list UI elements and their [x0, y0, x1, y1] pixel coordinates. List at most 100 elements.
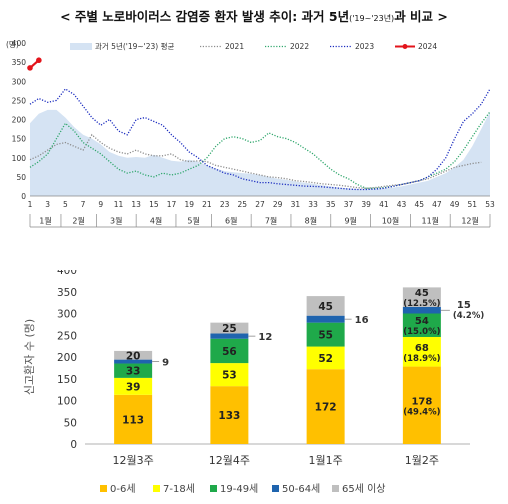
legend-swatch-7-18세: [153, 485, 160, 492]
x-tick-label: 17: [167, 200, 177, 209]
x-tick-label: 7: [81, 200, 86, 209]
data-label: 39: [126, 381, 141, 393]
data-label: 54: [415, 316, 429, 327]
data-label: 53: [222, 370, 237, 382]
x-tick-label: 35: [326, 200, 336, 209]
x-tick-label: 31: [291, 200, 301, 209]
data-label: 178: [411, 396, 432, 407]
bar-segment-50-64세: [306, 315, 345, 323]
bar-stack-1월2주: 178(49.4%) 68(18.9%) 54(15.0%) 15(4.2%) 45(1…: [402, 287, 484, 444]
bar-segment-50-64세: [402, 306, 441, 314]
month-label: 5월: [187, 216, 199, 226]
x-tick-label: 37: [344, 200, 354, 209]
y-tick-label: 50: [64, 417, 77, 429]
data-label: 45: [318, 301, 333, 313]
x-tick-label: 23: [220, 200, 230, 209]
month-label: 9월: [344, 216, 356, 226]
category-label: 12월4주: [209, 454, 250, 467]
category-label: 1월1주: [309, 454, 343, 467]
series-line-2023: [29, 88, 491, 191]
bar-segment-19-49세: [402, 313, 441, 337]
category-label: 12월3주: [113, 454, 154, 467]
data-label: 9: [162, 358, 169, 369]
series-point-2024: [27, 65, 33, 71]
legend-label: 2022: [290, 42, 309, 51]
title-end: 과 비교 >: [394, 9, 448, 24]
x-tick-label: 27: [255, 200, 265, 209]
month-label: 11월: [422, 216, 440, 226]
month-label: 6월: [225, 216, 237, 226]
line-chart-legend: 과거 5년('19~'23) 평균 2021 2022 2023 2024: [70, 41, 437, 51]
y-axis-label: 신고환자 수 (명): [23, 319, 36, 395]
bar-segment-19-49세: [114, 363, 153, 378]
x-tick-label: 13: [131, 200, 141, 209]
x-tick-label: 11: [114, 200, 124, 209]
bar-segment-50-64세: [114, 359, 153, 364]
data-label: 45: [415, 288, 429, 299]
bar-segment-0-6세: [402, 366, 441, 444]
series-area-5yr-average: [30, 109, 490, 196]
bar-stack-12월3주: 113 39 33 9 20: [114, 350, 169, 444]
legend-swatch-19-49세: [210, 485, 217, 492]
y-tick-label: 400: [12, 39, 27, 48]
bar-segment-19-49세: [306, 322, 345, 347]
title-main: < 주별 노로바이러스 감염증 환자 발생 추이: 과거 5년: [60, 9, 350, 24]
month-label: 2월: [72, 216, 84, 226]
legend-swatch-65세 이상: [332, 485, 339, 492]
legend-label: 65세 이상: [342, 483, 386, 495]
data-label: 52: [318, 353, 333, 365]
x-tick-label: 1: [28, 200, 33, 209]
age-stacked-bar-chart: 0 50 100 150 200 250 300 350 400 신고환자 수 (명) 113 39 3…: [23, 270, 484, 495]
x-tick-label: 33: [308, 200, 318, 209]
data-label: 172: [315, 402, 337, 414]
data-label: 16: [355, 315, 369, 326]
series-point-2024: [36, 57, 42, 64]
legend-label: 19-49세: [220, 483, 258, 495]
percent-label: (12.5%): [403, 299, 440, 309]
x-tick-label: 25: [238, 200, 248, 209]
percent-label: (15.0%): [403, 327, 440, 337]
month-label: 7월: [265, 216, 277, 226]
bar-stack-1월1주: 172 52 55 16 45: [306, 296, 369, 444]
legend-swatch-50-64세: [272, 485, 279, 492]
percent-label: (49.4%): [403, 407, 440, 417]
data-label: 12: [258, 332, 272, 343]
y-tick-label: 350: [12, 58, 27, 67]
y-tick-label: 200: [12, 116, 27, 125]
legend-label: 50-64세: [282, 483, 320, 495]
x-tick-label: 29: [273, 200, 283, 209]
month-label: 3월: [110, 216, 122, 226]
month-label: 4월: [150, 216, 162, 226]
bar-segment-7-18세: [402, 336, 441, 367]
bar-segment-65세 이상: [306, 296, 345, 316]
y-tick-label: 250: [12, 96, 27, 105]
month-label: 1월: [39, 216, 51, 226]
data-label: 68: [415, 343, 429, 354]
bar-segment-0-6세: [210, 386, 249, 444]
bar-segment-7-18세: [114, 377, 153, 395]
data-label: 25: [222, 323, 237, 335]
y-tick-label: 300: [57, 309, 77, 321]
bar-segment-7-18세: [306, 346, 345, 370]
page-title: < 주별 노로바이러스 감염증 환자 발생 추이: 과거 5년('19~'23년…: [0, 6, 508, 25]
bar-segment-65세 이상: [402, 287, 441, 307]
legend-swatch-5yr-average: [70, 43, 92, 50]
y-tick-label: 400: [57, 270, 77, 277]
y-tick-label: 50: [16, 173, 26, 182]
legend-label: 과거 5년('19~'23) 평균: [95, 41, 174, 51]
percent-label: (4.2%): [453, 311, 484, 321]
x-tick-label: 15: [149, 200, 159, 209]
legend-label: 7-18세: [163, 483, 195, 495]
data-label: 56: [222, 346, 237, 358]
data-label: 55: [318, 330, 333, 342]
legend-label: 0-6세: [110, 483, 136, 495]
x-tick-label: 43: [397, 200, 407, 209]
y-tick-label: 250: [57, 330, 77, 342]
x-tick-label: 47: [432, 200, 442, 209]
x-tick-label: 3: [45, 200, 50, 209]
y-tick-label: 100: [12, 154, 27, 163]
y-tick-label: 100: [57, 396, 77, 408]
month-label: 12월: [461, 216, 479, 226]
y-tick-label: 0: [21, 192, 26, 201]
